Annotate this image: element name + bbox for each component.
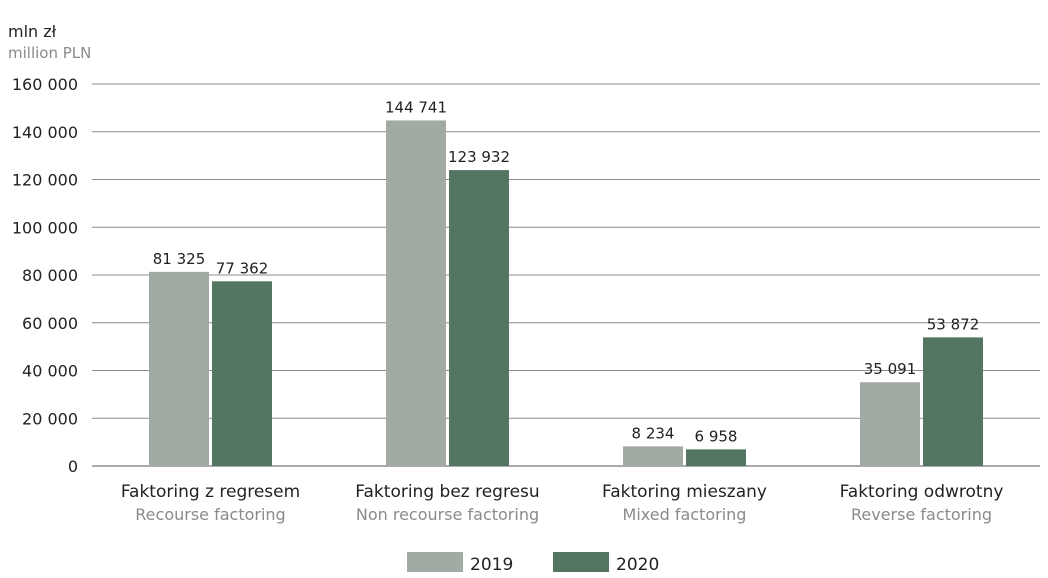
y-tick-label: 60 000 [22,314,78,333]
data-label: 81 325 [153,250,206,268]
y-tick-label: 0 [68,457,78,476]
category-label: Faktoring mieszany [602,482,767,502]
y-axis-unit-label-english: million PLN [8,44,91,62]
legend-swatch-2020 [553,552,609,572]
category-label: Faktoring z regresem [121,482,300,502]
data-label: 35 091 [864,360,917,378]
legend-label: 2019 [470,555,513,574]
data-label: 77 362 [216,259,269,277]
y-tick-label: 100 000 [12,218,78,237]
y-tick-label: 140 000 [12,123,78,142]
category-label: Faktoring bez regresu [355,482,539,502]
data-label: 8 234 [632,424,675,442]
bar-2019 [623,446,683,466]
x-axis-categories: Faktoring z regresem Recourse factoring Fa… [121,482,1004,524]
bar-2020 [449,170,509,466]
bar-2019 [149,271,209,466]
y-axis-ticks: 0 20 000 40 000 60 000 80 000 100 000 120 000 1… [12,75,78,476]
legend-swatch-2019 [407,552,463,572]
category-sublabel: Reverse factoring [851,505,992,524]
data-label: 53 872 [927,315,980,333]
category-label: Faktoring odwrotny [840,482,1004,502]
y-tick-label: 40 000 [22,362,78,381]
category-sublabel: Non recourse factoring [356,505,539,524]
y-tick-label: 120 000 [12,171,78,190]
category-sublabel: Recourse factoring [135,505,285,524]
legend-label: 2020 [616,555,659,574]
bar-2020 [923,337,983,466]
bar-2020 [686,449,746,466]
y-tick-label: 20 000 [22,409,78,428]
y-tick-label: 80 000 [22,266,78,285]
bar-2020 [212,281,272,466]
data-labels: 81 325 77 362 144 741 123 932 8 234 6 958 35 0… [153,98,980,445]
data-label: 144 741 [385,98,447,116]
bars [149,120,983,467]
bar-2019 [386,120,446,467]
legend: 2019 2020 [407,552,659,575]
y-tick-label: 160 000 [12,75,78,94]
data-label: 6 958 [695,427,738,445]
y-axis-unit-label: mln zł [8,22,57,41]
bar-2019 [860,382,920,466]
category-sublabel: Mixed factoring [623,505,747,524]
data-label: 123 932 [448,148,510,166]
